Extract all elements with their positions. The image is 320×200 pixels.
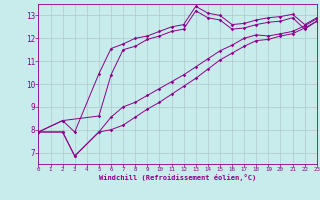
X-axis label: Windchill (Refroidissement éolien,°C): Windchill (Refroidissement éolien,°C)	[99, 174, 256, 181]
